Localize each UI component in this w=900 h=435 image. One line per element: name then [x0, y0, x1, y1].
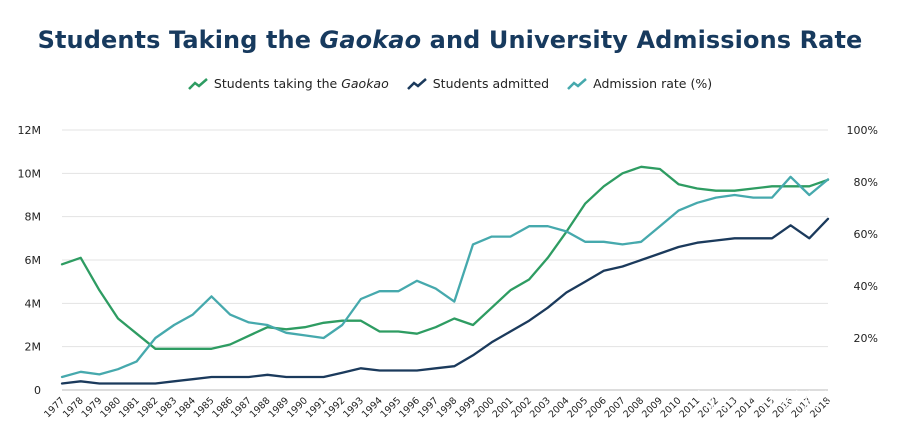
series-line-2 [60, 175, 830, 379]
x-tick-label: 2000 [472, 395, 497, 420]
y-right-tick-label: 20% [854, 332, 878, 345]
x-tick-label: 1999 [453, 395, 478, 420]
legend-swatch-line [567, 77, 587, 90]
legend-label: Students admitted [432, 76, 550, 91]
legend-swatch-line [188, 77, 208, 90]
x-tick-label: 1981 [117, 395, 142, 420]
y-right-tick-label: 60% [854, 228, 878, 241]
x-tick-label: 1980 [98, 395, 123, 420]
x-tick-label: 2004 [547, 395, 572, 420]
x-tick-label: 1982 [136, 395, 161, 420]
x-tick-label: 2001 [491, 395, 516, 420]
legend-item-students-taking: Students taking the Gaokao [188, 76, 389, 91]
legend-label: Admission rate (%) [593, 76, 713, 91]
x-tick-label: 2007 [603, 395, 628, 420]
y-left-tick-label: 4M [25, 297, 42, 310]
series-line-1 [60, 217, 830, 385]
y-left-tick-label: 8M [25, 211, 42, 224]
legend-swatch-teal-icon [567, 77, 587, 90]
legend-swatch-green-icon [188, 77, 208, 90]
legend-swatch-navy-icon [406, 77, 427, 90]
legend-item-admission-rate: Admission rate (%) [567, 76, 712, 91]
x-tick-label: 1989 [266, 395, 291, 420]
x-tick-label: 1977 [42, 395, 67, 420]
x-tick-label: 1994 [360, 395, 385, 420]
x-tick-label: 1997 [416, 395, 441, 420]
watermark-text: 知乎 @小希留学 [695, 388, 841, 412]
x-tick-label: 1990 [285, 395, 310, 420]
x-tick-label: 2010 [659, 395, 684, 420]
x-tick-label: 2002 [509, 395, 534, 420]
y-right-tick-label: 100% [847, 124, 878, 137]
x-tick-label: 1985 [192, 395, 217, 420]
series-line-0 [60, 165, 830, 350]
x-tick-label: 1984 [173, 395, 198, 420]
x-tick-label: 2006 [584, 395, 609, 420]
y-right-tick-label: 80% [854, 176, 878, 189]
x-tick-label: 1991 [304, 395, 329, 420]
x-tick-label: 1979 [80, 395, 105, 420]
y-left-tick-label: 2M [25, 341, 42, 354]
x-tick-label: 1987 [229, 395, 254, 420]
x-tick-label: 2009 [640, 395, 665, 420]
chart-title: Students Taking the Gaokao and Universit… [37, 26, 863, 54]
chart-legend: Students taking the Gaokao Students admi… [0, 76, 900, 91]
y-left-tick-label: 12M [18, 124, 42, 137]
x-tick-label: 1978 [61, 395, 86, 420]
y-right-tick-label: 40% [854, 280, 878, 293]
x-tick-label: 1988 [248, 395, 273, 420]
y-left-tick-label: 10M [18, 167, 42, 180]
y-left-tick-label: 0 [34, 384, 41, 397]
x-tick-label: 1983 [154, 395, 179, 420]
x-tick-label: 1995 [379, 395, 404, 420]
x-tick-label: 2003 [528, 395, 553, 420]
legend-swatch-line [406, 77, 427, 90]
legend-item-students-admitted: Students admitted [406, 76, 550, 91]
legend-label: Students taking the Gaokao [213, 76, 389, 91]
y-left-tick-label: 6M [25, 254, 42, 267]
x-tick-label: 1992 [322, 395, 347, 420]
x-tick-label: 2005 [565, 395, 590, 420]
x-tick-label: 1996 [397, 395, 422, 420]
x-tick-label: 2008 [621, 395, 646, 420]
x-tick-label: 1998 [435, 395, 460, 420]
x-tick-label: 1993 [341, 395, 366, 420]
x-tick-label: 1986 [210, 395, 235, 420]
